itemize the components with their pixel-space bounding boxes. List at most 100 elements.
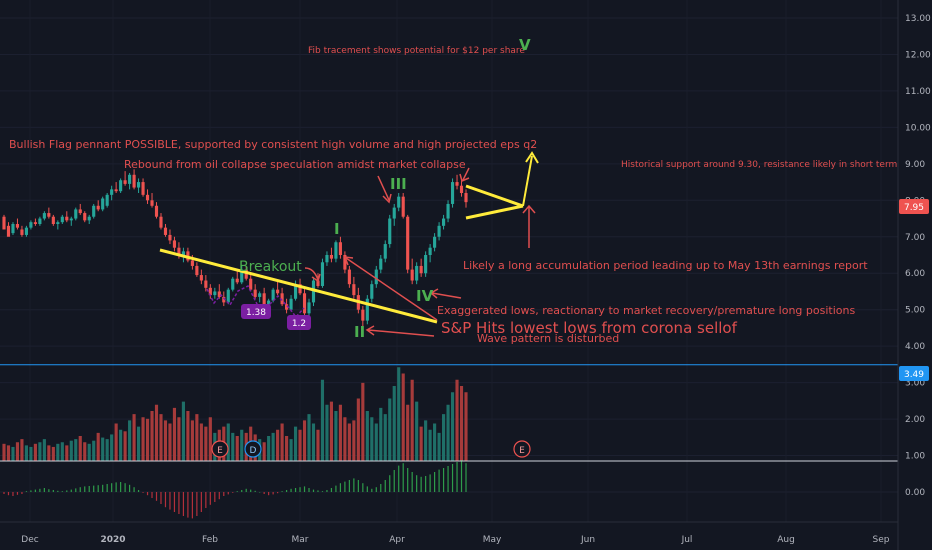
candle-body[interactable] [450, 182, 455, 204]
candle-body[interactable] [258, 293, 262, 297]
price-axis[interactable]: 13.0012.0011.0010.009.008.007.006.005.00… [905, 14, 931, 498]
candle-body[interactable] [136, 182, 141, 188]
candle-body[interactable] [415, 265, 419, 281]
candle-body[interactable] [33, 222, 37, 225]
candle-body[interactable] [38, 218, 42, 225]
candle-body[interactable] [150, 200, 154, 206]
candle-body[interactable] [145, 194, 150, 201]
candle-body[interactable] [92, 205, 96, 217]
candle-body[interactable] [235, 278, 239, 283]
candle-body[interactable] [199, 275, 203, 281]
candle-body[interactable] [51, 216, 55, 225]
candle-body[interactable] [406, 216, 410, 270]
candle-body[interactable] [78, 209, 82, 214]
candle-body[interactable] [159, 216, 163, 228]
candle-body[interactable] [141, 182, 145, 195]
candle-body[interactable] [128, 174, 132, 184]
candle-body[interactable] [249, 278, 253, 290]
candle-body[interactable] [334, 242, 338, 259]
candle-body[interactable] [177, 247, 181, 255]
pennant-lower-line[interactable] [465, 204, 524, 220]
candle-body[interactable] [464, 193, 468, 203]
candle-body[interactable] [222, 296, 226, 303]
event-marker-e2[interactable]: E [513, 440, 531, 458]
candle-body[interactable] [311, 280, 316, 303]
event-marker-d[interactable]: D [244, 440, 262, 458]
candle-body[interactable] [347, 269, 351, 285]
candle-body[interactable] [87, 216, 91, 221]
candle-body[interactable] [240, 269, 244, 283]
candle-body[interactable] [320, 262, 325, 286]
candle-body[interactable] [338, 242, 342, 255]
candle-body[interactable] [433, 236, 437, 248]
candle-body[interactable] [11, 224, 15, 234]
candle-body[interactable] [365, 298, 369, 321]
candle-body[interactable] [65, 216, 69, 221]
candle-body[interactable] [56, 222, 60, 225]
candle-body[interactable] [60, 216, 64, 223]
candle-body[interactable] [231, 278, 235, 290]
candle-body[interactable] [172, 240, 177, 248]
candle-body[interactable] [370, 284, 374, 299]
candle-body[interactable] [181, 251, 185, 255]
candle-body[interactable] [244, 269, 248, 279]
candle-body[interactable] [276, 289, 280, 294]
candle-body[interactable] [459, 185, 464, 194]
candle-body[interactable] [401, 196, 405, 217]
candle-body[interactable] [74, 209, 78, 219]
candle-body[interactable] [226, 289, 230, 303]
candle-body[interactable] [190, 260, 194, 266]
candle-body[interactable] [392, 207, 396, 219]
candle-body[interactable] [352, 284, 356, 296]
candle-body[interactable] [267, 300, 271, 305]
candle-body[interactable] [132, 174, 136, 188]
time-axis[interactable]: Dec 2020 Feb Mar Apr May Jun Jul Aug Sep [21, 535, 889, 545]
candle-body[interactable] [379, 258, 383, 270]
candle-body[interactable] [455, 182, 459, 186]
candle-body[interactable] [168, 234, 172, 241]
pennant-upper-line[interactable] [465, 184, 524, 208]
candle-body[interactable] [47, 213, 51, 217]
candle-body[interactable] [361, 309, 365, 321]
candle-body[interactable] [163, 227, 168, 235]
candle-body[interactable] [262, 293, 266, 305]
event-marker-e1[interactable]: E [211, 440, 229, 458]
candle-body[interactable] [388, 218, 392, 245]
candle-body[interactable] [195, 265, 199, 276]
candle-body[interactable] [374, 269, 378, 285]
candle-body[interactable] [383, 244, 387, 259]
badge-1[interactable]: 1.38 [241, 304, 271, 319]
candle-body[interactable] [29, 222, 33, 228]
candle-body[interactable] [213, 291, 217, 296]
candle-body[interactable] [154, 205, 159, 217]
candle-body[interactable] [208, 287, 212, 296]
candle-body[interactable] [316, 280, 320, 286]
candle-body[interactable] [119, 180, 123, 192]
candle-body[interactable] [114, 189, 118, 192]
candle-body[interactable] [442, 218, 446, 226]
candle-body[interactable] [204, 280, 208, 288]
candle-body[interactable] [96, 205, 100, 210]
candle-body[interactable] [424, 255, 428, 274]
candle-body[interactable] [253, 289, 257, 297]
candle-body[interactable] [83, 213, 87, 221]
candle-body[interactable] [101, 198, 105, 210]
candle-body[interactable] [271, 289, 275, 301]
candle-body[interactable] [307, 302, 311, 314]
candle-body[interactable] [397, 196, 401, 208]
candle-body[interactable] [437, 225, 441, 237]
candle-body[interactable] [42, 213, 46, 219]
candle-body[interactable] [343, 255, 347, 270]
candle-body[interactable] [289, 298, 293, 310]
candle-body[interactable] [428, 247, 432, 255]
candle-body[interactable] [15, 224, 20, 228]
candle-body[interactable] [285, 304, 289, 310]
candle-body[interactable] [293, 284, 298, 299]
candle-body[interactable] [105, 194, 109, 206]
candle-body[interactable] [110, 189, 114, 195]
candle-body[interactable] [446, 203, 450, 219]
candle-body[interactable] [217, 291, 221, 297]
candle-body[interactable] [69, 218, 73, 221]
